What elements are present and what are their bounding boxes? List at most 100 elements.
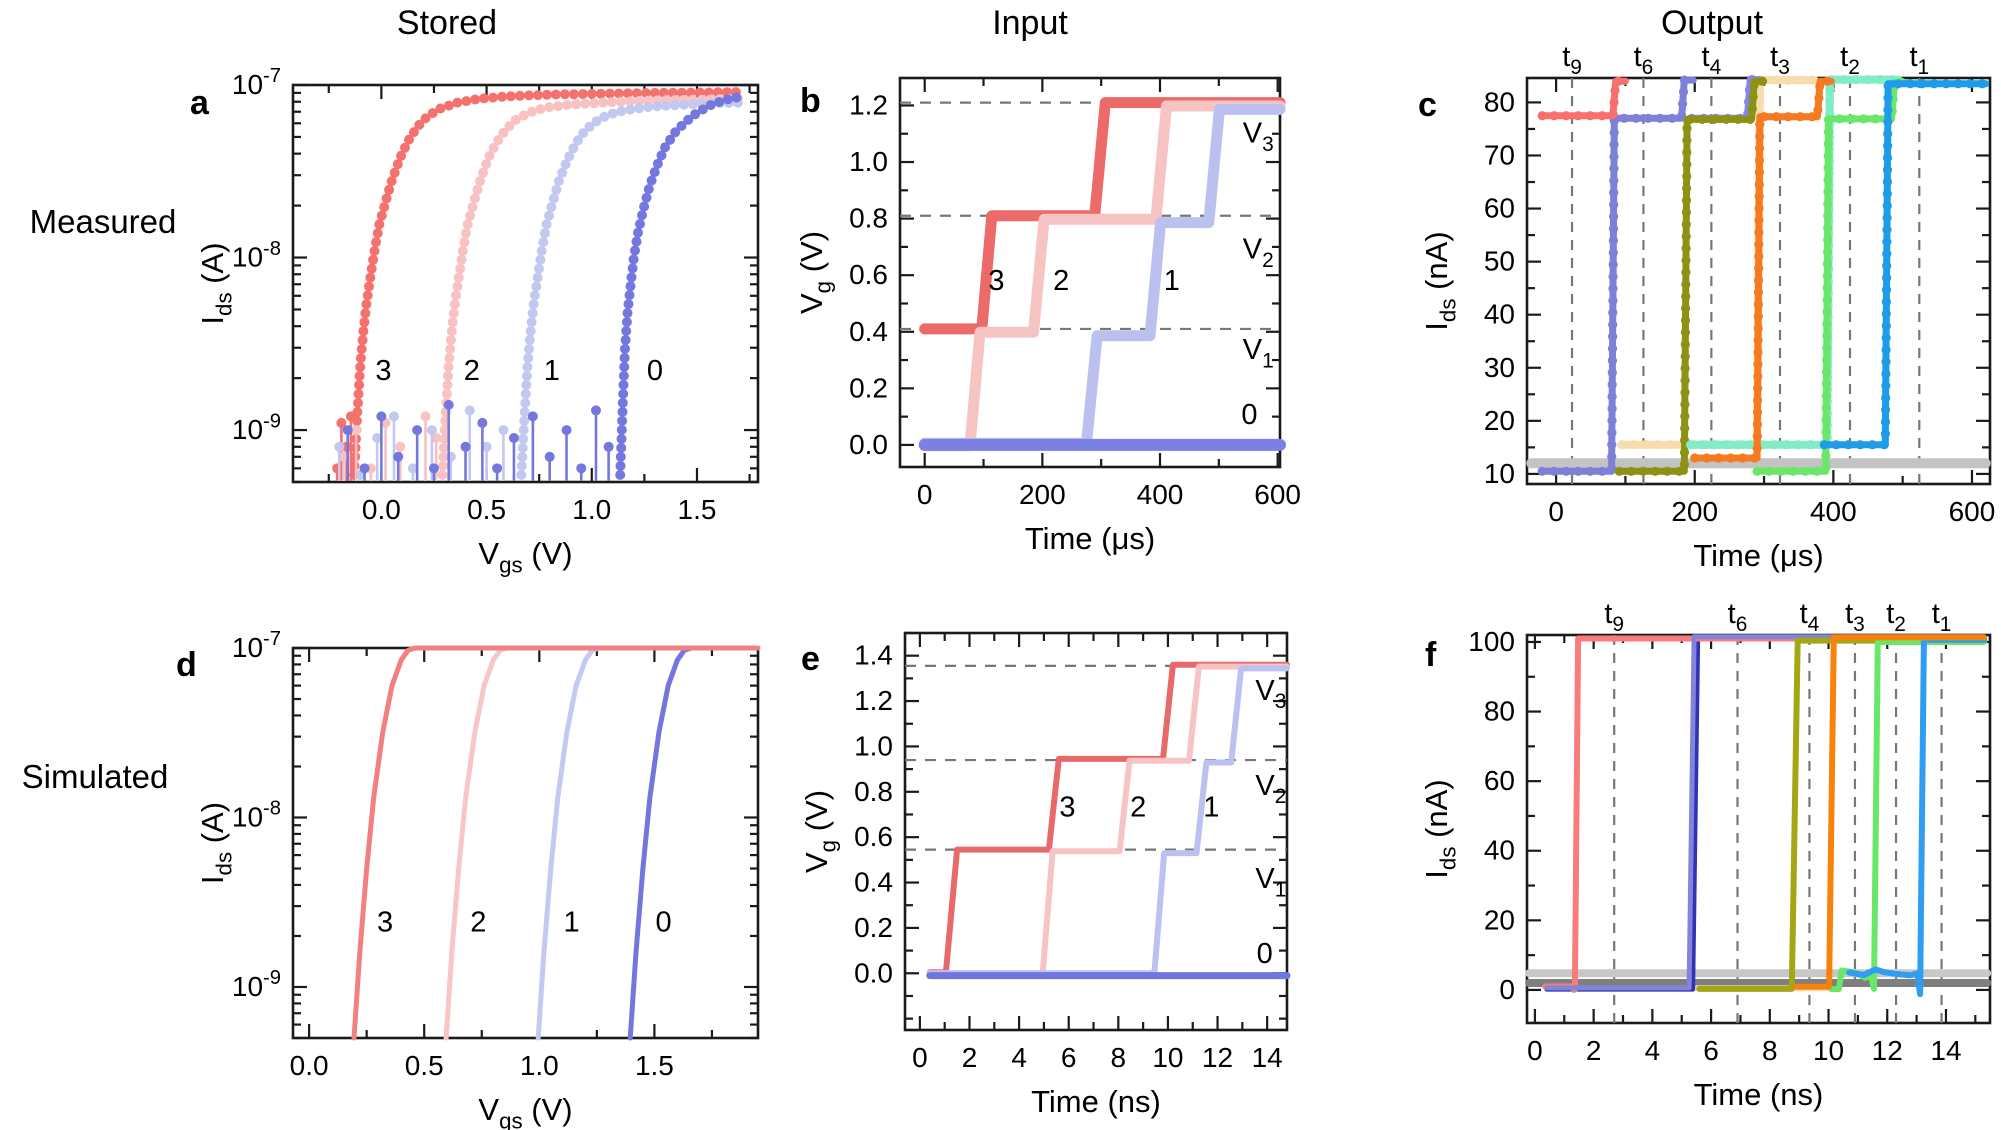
data-dot [362, 290, 373, 301]
data-dot [354, 371, 365, 381]
data-dot [639, 201, 650, 212]
data-dot [524, 344, 534, 355]
data-dot [617, 397, 628, 408]
y-tick-label: 80 [1484, 86, 1515, 117]
y-axis-title: Ids (nA) [1419, 231, 1461, 330]
data-dot [1753, 371, 1763, 381]
time-marker-label: t9 [1562, 41, 1582, 79]
data-dot [658, 87, 669, 98]
series-dots-out-orange [1690, 76, 1832, 463]
data-dot [479, 93, 489, 104]
row-label-simulated: Simulated [21, 758, 169, 795]
data-dot [1738, 453, 1748, 463]
panel-f: 0 2 4 6 8 10 12 14 0 20 40 60 80 100 Time (ns) Ids (nA)… [1419, 598, 1992, 1112]
data-dot [456, 254, 467, 265]
data-dot [358, 326, 369, 337]
data-dot [1608, 224, 1619, 234]
data-dot [1814, 93, 1824, 103]
series-group [1525, 634, 1992, 998]
data-dot [616, 424, 627, 435]
data-dot [1770, 440, 1780, 450]
data-dot [1806, 440, 1816, 450]
data-dot [1573, 111, 1583, 121]
data-dot [607, 97, 617, 108]
data-dot [1807, 75, 1817, 85]
data-dot [571, 99, 581, 110]
data-dot [604, 88, 615, 99]
y-axis-title: Vg (V) [799, 790, 841, 873]
data-dot [1697, 114, 1707, 124]
series-sim-1-lightblue [535, 645, 761, 1041]
data-dot [1698, 440, 1708, 450]
x-tick-label: 400 [1137, 479, 1184, 510]
data-dot [514, 90, 525, 101]
axis-frame [898, 76, 1282, 469]
x-tick-label: 0 [912, 1042, 928, 1073]
series-dots-out-aquamarine [1686, 75, 1897, 450]
x-tick-label: 10 [1813, 1035, 1844, 1066]
data-dot [523, 353, 534, 364]
x-tick-label: 14 [1252, 1042, 1283, 1073]
data-dot [643, 184, 654, 195]
data-dot [1823, 199, 1833, 209]
data-dot [443, 362, 454, 372]
data-dot [1745, 114, 1755, 124]
x-tick-label: 600 [1949, 496, 1996, 527]
data-dot [1609, 200, 1619, 210]
data-dot [1561, 466, 1571, 476]
x-tick-label: 14 [1930, 1035, 1961, 1066]
data-dot [1607, 404, 1617, 414]
data-dot [1858, 114, 1869, 124]
data-dot [1681, 255, 1691, 265]
data-dot [1549, 466, 1559, 476]
data-dot [631, 88, 642, 99]
data-dot [1754, 239, 1764, 249]
data-dot [635, 219, 645, 229]
data-dot [449, 299, 460, 310]
data-dot [589, 98, 599, 109]
y-tick-label: 0.4 [849, 316, 888, 347]
data-dot [1965, 79, 1975, 89]
data-dot [1843, 440, 1853, 450]
data-dot [1748, 92, 1758, 102]
panel-letter-f: f [1425, 636, 1437, 674]
series-noise-state-0-noise [342, 399, 614, 481]
data-dot [435, 103, 446, 114]
data-dot [1881, 333, 1891, 343]
data-dot [460, 441, 471, 452]
data-dot [381, 193, 392, 204]
data-dot [1823, 235, 1833, 245]
data-dot [1754, 191, 1764, 201]
data-dot [481, 441, 492, 452]
data-dot [1881, 381, 1891, 391]
data-dot [622, 308, 633, 318]
data-dot [359, 317, 370, 328]
data-dot [560, 159, 571, 170]
data-dot [505, 91, 516, 102]
x-tick-label: 4 [1011, 1042, 1027, 1073]
data-dot [618, 388, 629, 399]
y-tick-label: 60 [1484, 193, 1515, 224]
data-dot [1680, 339, 1690, 349]
time-marker-label: t4 [1800, 598, 1820, 636]
data-dot [616, 106, 627, 117]
data-dot [353, 398, 363, 408]
time-marker-label: t1 [1932, 598, 1952, 636]
y-tick-label: 40 [1484, 835, 1515, 866]
data-dot [1815, 81, 1825, 91]
data-dot [1771, 75, 1781, 85]
data-dot [1807, 112, 1817, 122]
data-dot [356, 344, 367, 355]
data-dot [525, 326, 536, 337]
annotation-label: 3 [1059, 792, 1075, 824]
data-dot [521, 371, 532, 381]
data-dot [1855, 440, 1865, 450]
data-dot [1680, 363, 1690, 373]
data-dot [1881, 357, 1891, 367]
data-dot [393, 451, 404, 462]
y-tick-label: 1.0 [849, 146, 888, 177]
data-dot [1609, 152, 1619, 162]
data-dot [342, 425, 353, 436]
annotation-label: 0 [656, 907, 672, 939]
data-dot [357, 335, 368, 346]
